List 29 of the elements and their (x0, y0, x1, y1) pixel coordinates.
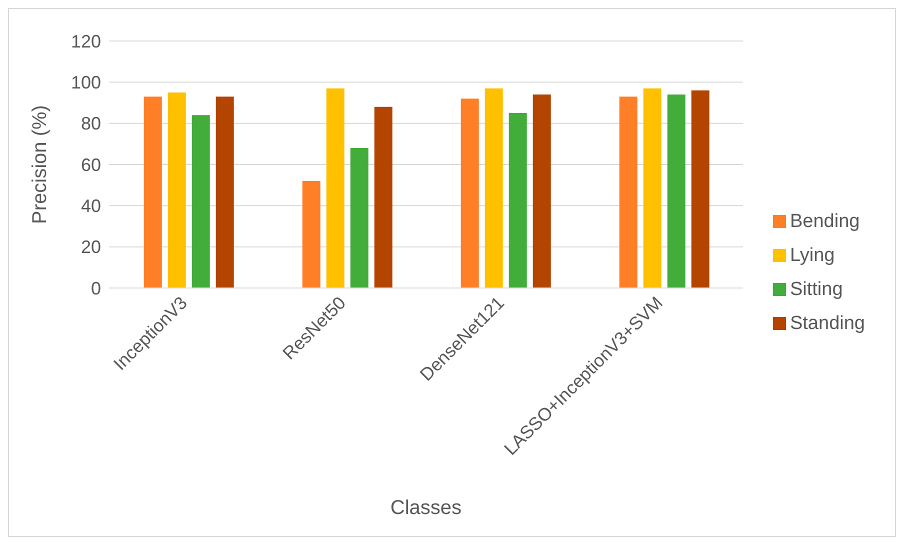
bar (508, 113, 527, 288)
bar (374, 106, 392, 288)
bar (532, 94, 551, 288)
bar (302, 180, 320, 288)
bar (192, 115, 210, 288)
y-tick-label: 120 (70, 31, 101, 52)
legend-label: Bending (790, 210, 860, 232)
legend-label: Standing (790, 312, 865, 334)
y-tick-label: 60 (80, 154, 101, 175)
bar (667, 94, 686, 288)
bar (460, 98, 479, 288)
y-tick-label: 100 (70, 72, 101, 93)
bar (350, 148, 368, 288)
bar (484, 88, 503, 288)
legend-label: Sitting (790, 278, 843, 300)
legend-label: Lying (790, 244, 835, 266)
y-tick-label: 0 (90, 278, 101, 298)
y-tick-label: 20 (80, 237, 101, 258)
x-axis-title: Classes (390, 497, 462, 519)
bar (168, 92, 186, 288)
y-tick-label: 80 (80, 114, 101, 134)
bar (216, 96, 234, 288)
y-tick-label: 40 (80, 196, 101, 216)
bar (619, 96, 638, 288)
bar (643, 88, 662, 288)
bar (144, 96, 162, 288)
bar (691, 90, 710, 288)
bar (326, 88, 344, 288)
y-axis-title: Precision (%) (29, 105, 52, 224)
